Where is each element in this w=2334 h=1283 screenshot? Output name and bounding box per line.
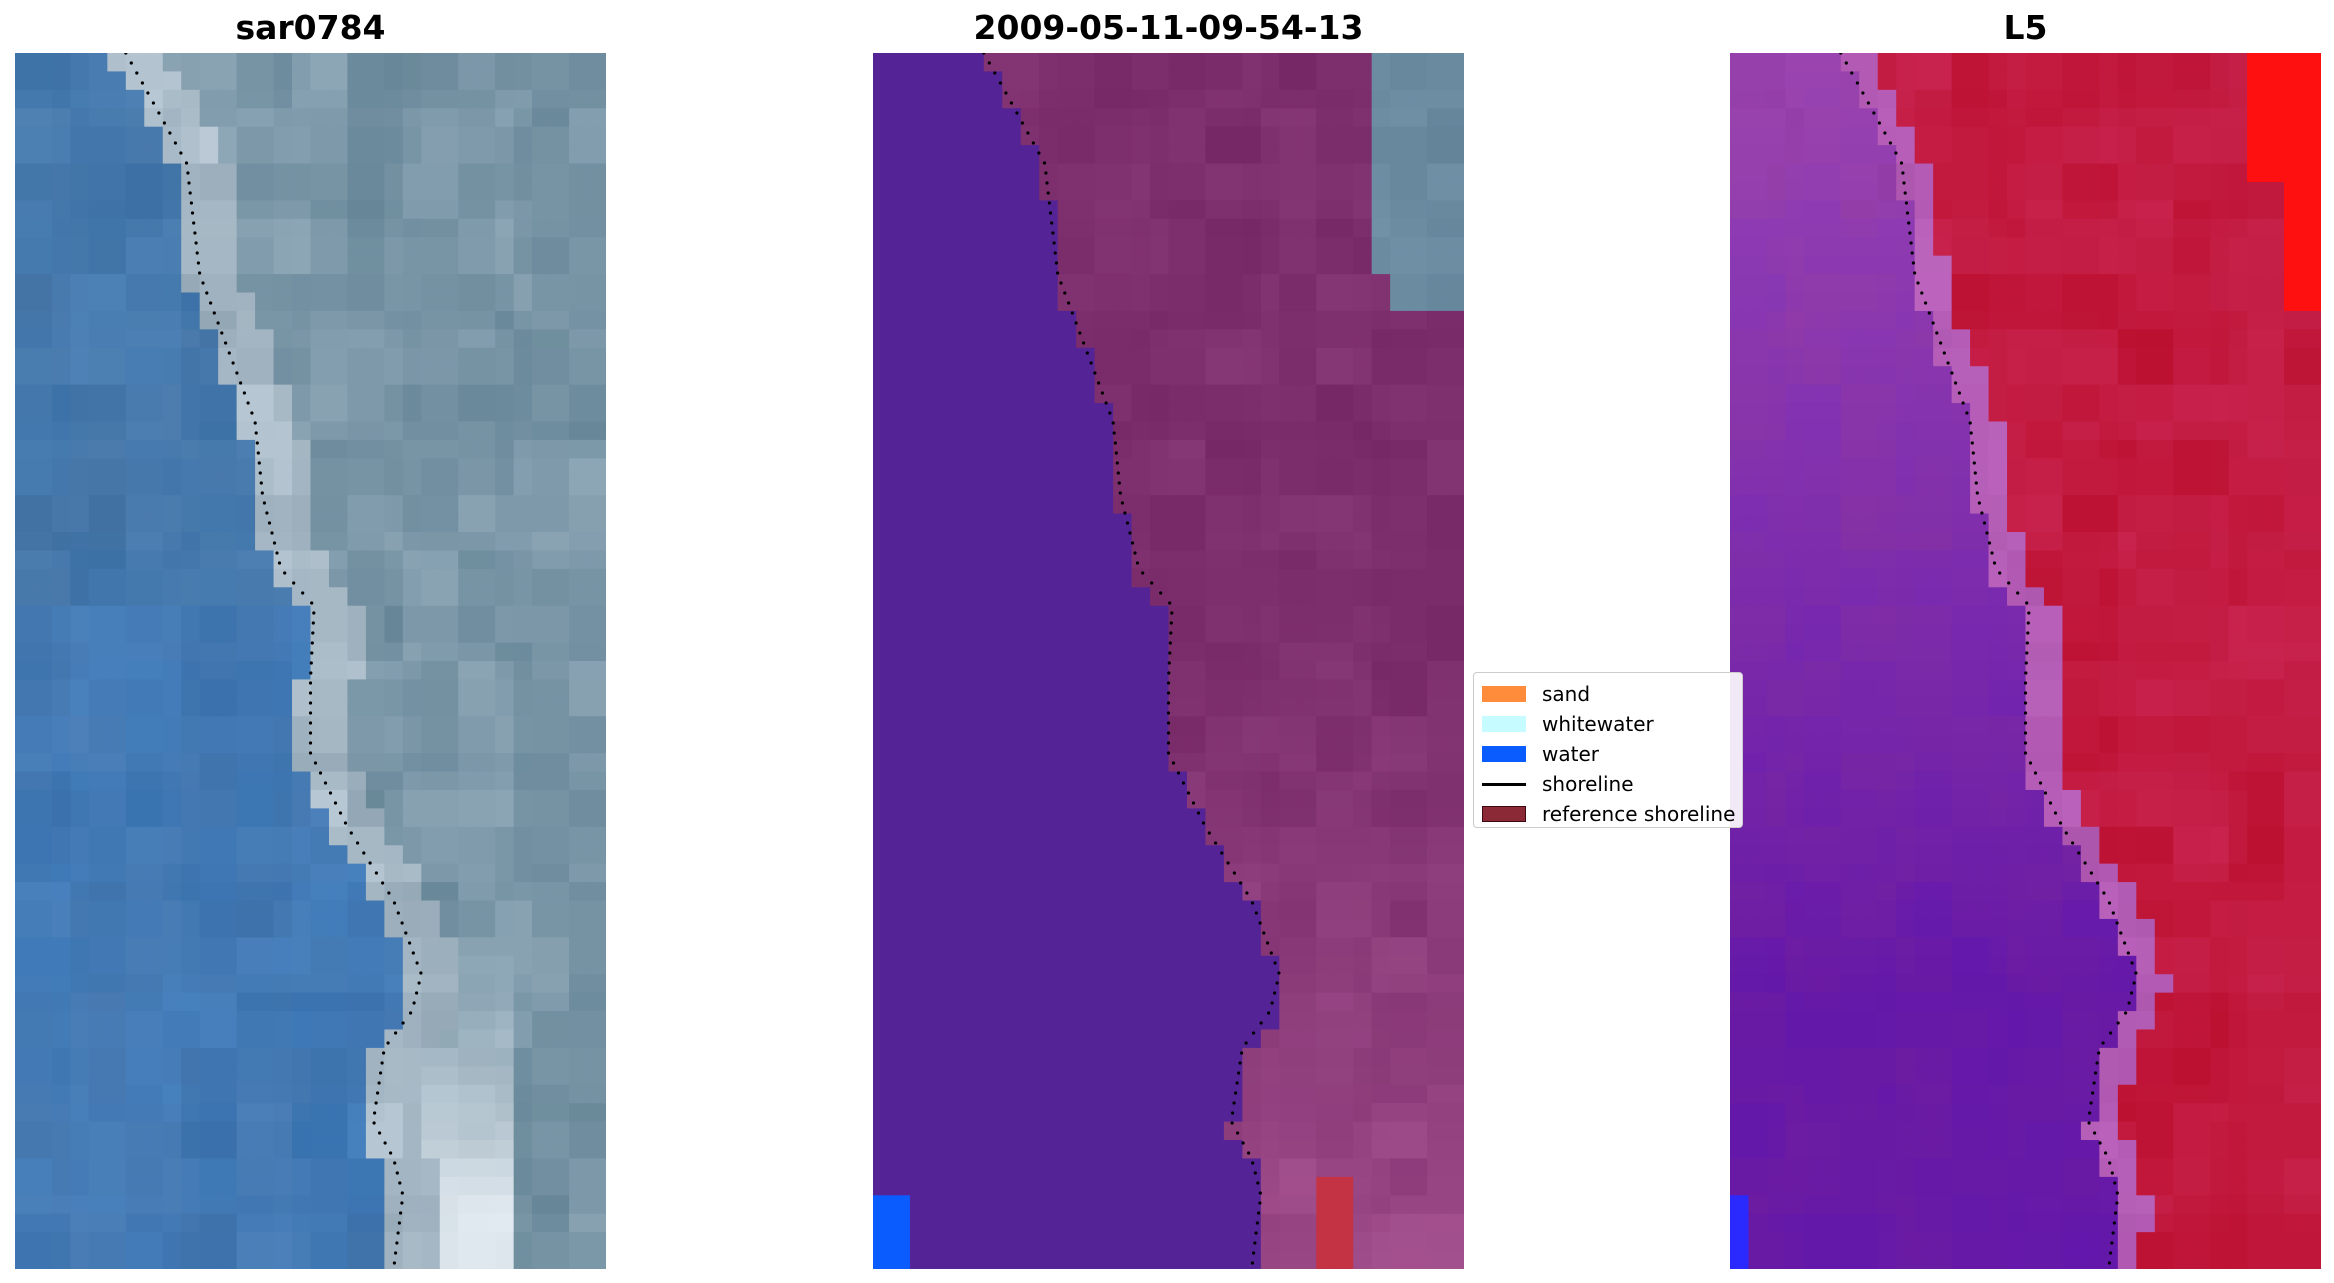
legend-swatch-sand: [1482, 686, 1526, 702]
legend-item-whitewater: whitewater: [1482, 709, 1742, 739]
rgb-image: [15, 53, 606, 1269]
panel-title-rgb: sar0784: [235, 8, 386, 47]
index-image: [1730, 53, 2321, 1269]
rgb-image-panel: [15, 53, 606, 1269]
legend-swatch-reference-shoreline: [1482, 806, 1526, 822]
legend-label-water: water: [1542, 742, 1599, 766]
legend-item-sand: sand: [1482, 679, 1742, 709]
legend-item-shoreline: shoreline: [1482, 769, 1742, 799]
shoreline-dots: [1839, 53, 2138, 1265]
legend-item-water: water: [1482, 739, 1742, 769]
legend-label-shoreline: shoreline: [1542, 772, 1634, 796]
legend-label-reference-shoreline: reference shoreline: [1542, 802, 1736, 826]
legend-item-reference-shoreline: reference shoreline: [1482, 799, 1742, 829]
legend-swatch-water: [1482, 746, 1526, 762]
index-image-panel: [1730, 53, 2321, 1269]
classified-image-panel: [873, 53, 1464, 1269]
legend: sand whitewater water shoreline referenc…: [1473, 672, 1743, 828]
shoreline-dots: [982, 53, 1281, 1265]
panel-title-index: L5: [2003, 8, 2048, 47]
legend-line-shoreline: [1482, 782, 1526, 786]
panel-title-classified: 2009-05-11-09-54-13: [973, 8, 1364, 47]
legend-swatch-whitewater: [1482, 716, 1526, 732]
legend-label-sand: sand: [1542, 682, 1591, 706]
classified-image: [873, 53, 1464, 1269]
shoreline-dots: [124, 53, 423, 1265]
legend-label-whitewater: whitewater: [1542, 712, 1654, 736]
